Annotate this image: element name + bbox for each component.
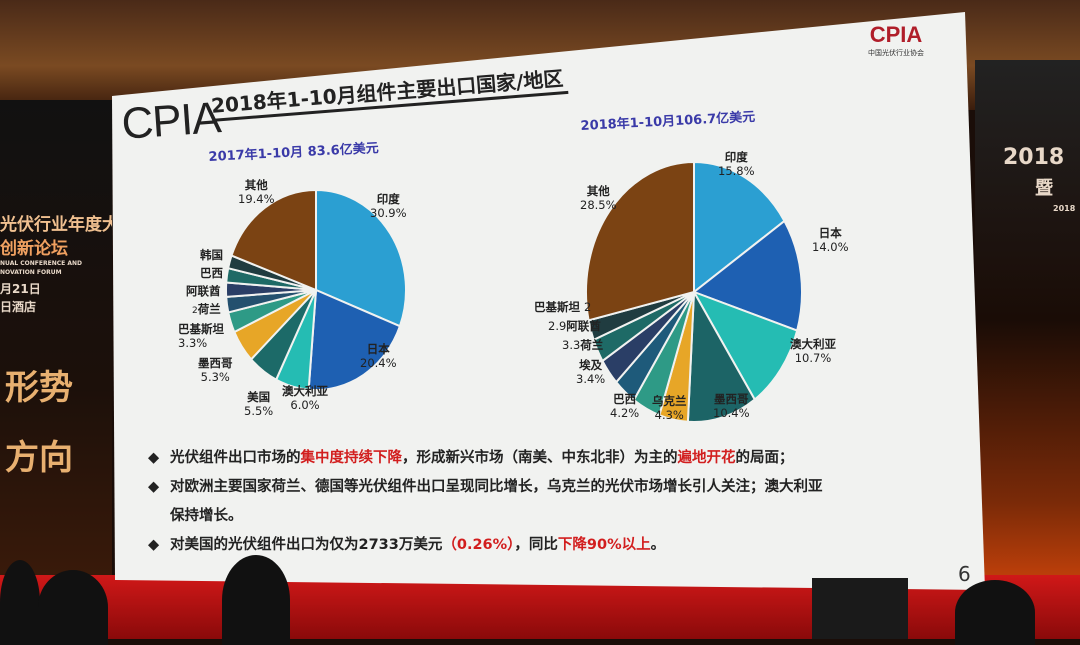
highlight-text: （0.26%） — [442, 537, 515, 553]
bullet-text: 保持增长。 — [170, 508, 243, 524]
page-number: 6 — [958, 562, 971, 586]
label-2018-brazil: 巴西 4.2% — [610, 392, 640, 420]
diamond-bullet-icon: ◆ — [148, 479, 160, 495]
label-2018-netherlands: 3.3荷兰 — [562, 338, 604, 352]
label-2018-ukraine: 乌克兰 4.3% — [652, 394, 687, 422]
bullet-item: 保持增长。 — [148, 502, 823, 531]
highlight-text: 集中度持续下降 — [300, 450, 403, 466]
audience-head — [38, 570, 108, 645]
pie-slice-印度 — [315, 188, 407, 328]
banner-text: 形势 — [5, 368, 73, 408]
bullet-text: ，同比 — [514, 537, 558, 553]
banner-text: NUAL CONFERENCE AND — [0, 260, 82, 267]
bullet-item: ◆ 光伏组件出口市场的集中度持续下降，形成新兴市场（南美、中东北非）为主的遍地开花… — [148, 444, 823, 473]
diamond-bullet-icon: ◆ — [148, 450, 160, 466]
pie-slice-其他 — [230, 188, 317, 292]
label-2018-mexico: 墨西哥 10.4% — [713, 392, 750, 420]
highlight-text: 下降90%以上 — [557, 537, 651, 553]
label-2018-other: 其他 28.5% — [580, 184, 617, 212]
banner-text: 2018 — [1003, 145, 1065, 170]
pie-slice-其他 — [585, 160, 695, 322]
bullet-text: 。 — [650, 537, 666, 553]
label-2018-australia: 澳大利亚 10.7% — [790, 337, 836, 365]
pie-slice-日本 — [307, 288, 402, 391]
label-2018-india: 印度 15.8% — [718, 150, 755, 178]
label-2017-brazil: 巴西 — [200, 266, 223, 280]
pie-2018 — [585, 160, 803, 423]
bullet-text: 对美国的光伏组件出口为仅为2733万美元 — [170, 537, 443, 553]
bullet-item: ◆ 对美国的光伏组件出口为仅为2733万美元（0.26%），同比下降90%以上。 — [148, 531, 823, 560]
label-2018-pakistan: 巴基斯坦 2 — [534, 300, 592, 314]
banner-text: 光伏行业年度大会 — [0, 215, 112, 235]
cpia-logo: CPIA 中国光伏行业协会 — [868, 22, 924, 58]
bullet-item: ◆ 对欧洲主要国家荷兰、德国等光伏组件出口呈现同比增长，乌克兰的光伏市场增长引人关… — [148, 473, 823, 502]
audience-head — [0, 560, 40, 645]
banner-text: 暨 — [1035, 178, 1053, 199]
pie-slice-印度 — [693, 160, 786, 295]
bullet-text: 对欧洲主要国家荷兰、德国等光伏组件出口呈现同比增长，乌克兰的光伏市场增长引人关注… — [170, 479, 823, 495]
banner-text: 2018 — [1053, 204, 1076, 213]
banner-text: NOVATION FORUM — [0, 269, 62, 276]
label-2017-uae: 阿联酋 — [186, 284, 221, 298]
label-2017-japan: 日本 20.4% — [360, 342, 397, 370]
banner-text: 方向 — [5, 438, 73, 478]
highlight-text: 遍地开花 — [677, 450, 736, 466]
label-2017-india: 印度 30.9% — [370, 192, 407, 220]
right-banner: 2018 暨 2018 — [975, 60, 1080, 580]
banner-text: 创新论坛 — [0, 239, 68, 259]
label-2017-mexico: 墨西哥 5.3% — [198, 356, 233, 384]
pie-slice-日本 — [691, 219, 803, 332]
label-2018-japan: 日本 14.0% — [812, 226, 849, 254]
label-2017-australia: 澳大利亚 6.0% — [282, 384, 328, 412]
left-banner: 光伏行业年度大会 创新论坛 NUAL CONFERENCE AND NOVATI… — [0, 100, 112, 580]
label-2017-pakistan: 巴基斯坦 3.3% — [178, 322, 224, 350]
stage-monitor — [812, 578, 908, 639]
label-2017-korea: 韩国 — [200, 248, 223, 262]
banner-text: 日酒店 — [0, 300, 37, 314]
label-2017-netherlands: 2荷兰 — [192, 302, 221, 316]
audience-head — [955, 580, 1035, 645]
diamond-bullet-icon: ◆ — [148, 537, 160, 553]
bullet-text: 光伏组件出口市场的 — [170, 450, 301, 466]
label-2017-other: 其他 19.4% — [238, 178, 275, 206]
pie-slice-澳大利亚 — [691, 290, 799, 402]
banner-text: 月21日 — [0, 282, 41, 296]
bullet-text: 的局面； — [735, 450, 794, 466]
label-2018-uae: 2.9阿联酋 — [548, 319, 601, 333]
logo-text: CPIA — [869, 22, 923, 47]
label-2018-egypt: 埃及 3.4% — [576, 358, 606, 386]
bullet-text: ，形成新兴市场（南美、中东北非）为主的 — [402, 450, 678, 466]
pie-2017 — [225, 188, 407, 391]
pie-slice-墨西哥 — [686, 288, 756, 423]
logo-subtitle: 中国光伏行业协会 — [868, 49, 924, 57]
audience-head — [222, 555, 290, 645]
bullet-list: ◆ 光伏组件出口市场的集中度持续下降，形成新兴市场（南美、中东北非）为主的遍地开花… — [148, 444, 823, 560]
label-2017-usa: 美国 5.5% — [244, 390, 274, 418]
